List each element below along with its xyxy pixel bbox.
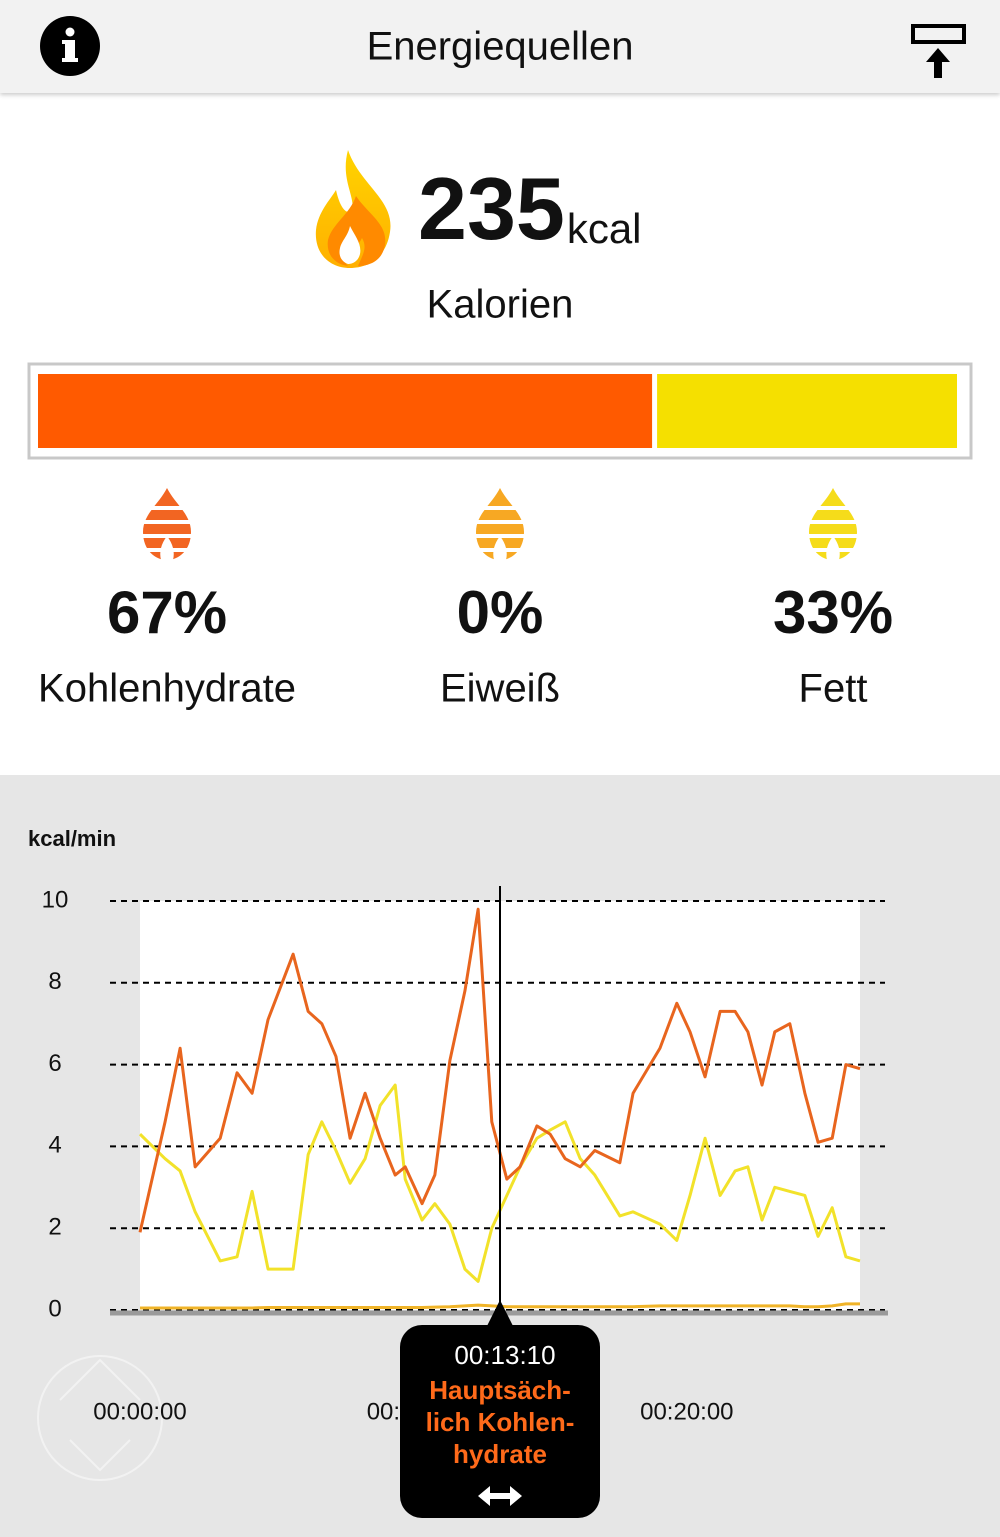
page-title: Energiequellen (367, 25, 634, 69)
series-line (140, 1302, 860, 1310)
calories-label: Kalorien (427, 283, 574, 327)
y-tick-label: 0 (48, 1295, 61, 1322)
tooltip-pointer (486, 1300, 514, 1328)
top-bar (0, 0, 1000, 93)
y-tick-label: 4 (48, 1132, 61, 1159)
source-icon (141, 488, 193, 560)
flame-inner (493, 536, 507, 560)
series-line (138, 1083, 861, 1283)
info-button[interactable] (40, 16, 100, 76)
flame-stripe (141, 520, 193, 524)
source-name: Eiweiß (440, 667, 560, 711)
source-icon (807, 488, 859, 560)
chart: 024681000:00:0000:10:0000:20:0000:13:10H… (42, 886, 888, 1518)
y-tick-label: 6 (48, 1050, 61, 1077)
calories-value: 235 (418, 159, 565, 258)
y-axis-label: kcal/min (28, 826, 116, 851)
flame-inner (826, 536, 840, 560)
source-percent: 67% (107, 579, 227, 646)
tooltip-time: 00:13:10 (454, 1340, 555, 1370)
source-name: Fett (799, 667, 868, 711)
sources: 67% Kohlenhydrate 0% Eiweiß 33% Fett (38, 488, 893, 711)
series-line (138, 907, 861, 1233)
flame-stripe (141, 506, 193, 510)
source-name: Kohlenhydrate (38, 667, 296, 711)
watermark (37, 1355, 163, 1481)
tooltip-text: hydrate (453, 1439, 547, 1469)
x-tick-label: 00:00:00 (93, 1398, 186, 1425)
y-tick-label: 10 (42, 886, 69, 913)
calories-unit: kcal (567, 205, 642, 252)
export-button[interactable] (911, 24, 966, 78)
drag-arrows (478, 1486, 522, 1506)
y-tick-label: 2 (48, 1214, 61, 1241)
tooltip-text: Hauptsäch- (429, 1375, 571, 1405)
flame-stripe (807, 506, 859, 510)
y-tick-label: 8 (48, 968, 61, 995)
flame-icon (315, 150, 391, 268)
flame-stripe (474, 520, 526, 524)
flame-stripe (807, 520, 859, 524)
flame-inner (160, 536, 174, 560)
composition-segment (38, 374, 653, 448)
source-percent: 33% (773, 579, 893, 646)
source-icon (474, 488, 526, 560)
calories: 235kcal (418, 159, 642, 258)
composition-bar (38, 374, 957, 448)
flame-stripe (474, 506, 526, 510)
composition-segment (657, 374, 957, 448)
source-percent: 0% (457, 579, 544, 646)
tooltip-box (400, 1325, 600, 1518)
x-tick-label: 00:20:00 (640, 1398, 733, 1425)
cursor-tooltip[interactable]: 00:13:10 Hauptsäch-lich Kohlen-hydrate (400, 1300, 600, 1518)
tooltip-text: lich Kohlen- (426, 1407, 575, 1437)
